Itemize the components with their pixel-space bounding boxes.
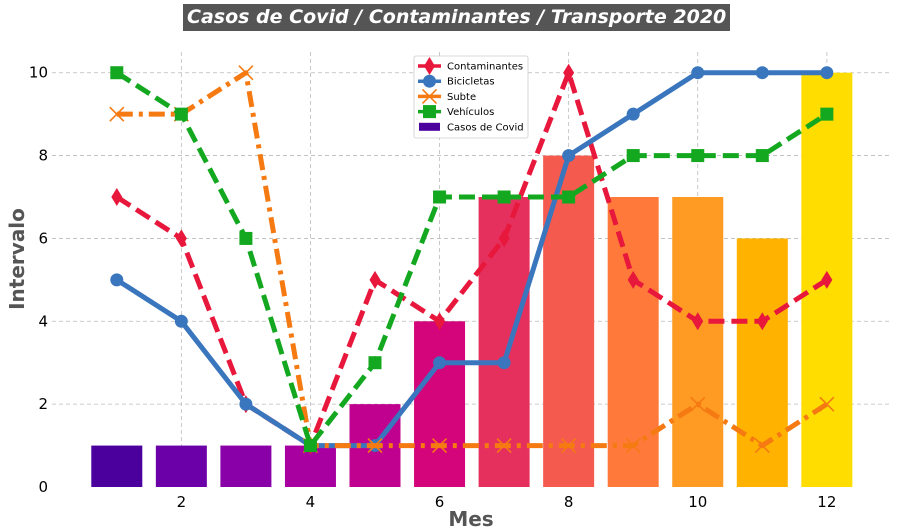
point xyxy=(626,149,640,163)
series-vehiculos xyxy=(110,66,834,453)
x-tick-label: 10 xyxy=(688,493,707,511)
x-tick-label: 6 xyxy=(435,493,445,511)
x-tick-label: 8 xyxy=(564,493,574,511)
series-line xyxy=(115,70,829,449)
point xyxy=(423,105,436,119)
point xyxy=(562,190,576,204)
point xyxy=(819,396,835,412)
point xyxy=(820,66,834,80)
x-tick-label: 2 xyxy=(177,493,187,511)
bar xyxy=(414,321,466,487)
x-axis-label: Mes xyxy=(448,507,493,530)
point xyxy=(369,270,381,289)
point xyxy=(110,66,124,80)
series-bicicletas xyxy=(110,66,834,453)
point xyxy=(755,149,769,163)
point xyxy=(423,74,436,88)
y-tick-label: 4 xyxy=(38,312,48,330)
point xyxy=(820,107,834,121)
point xyxy=(367,438,383,454)
y-tick-label: 8 xyxy=(38,147,48,165)
point xyxy=(421,88,438,104)
bar xyxy=(736,238,788,487)
x-tick-label: 4 xyxy=(306,493,316,511)
legend: Contaminantes Bicicletas Subte Vehículos Cas… xyxy=(413,55,529,139)
point xyxy=(562,149,576,163)
series-line xyxy=(116,70,829,449)
point xyxy=(627,270,639,289)
point xyxy=(434,312,446,331)
legend-item-subte: Subte xyxy=(418,88,476,104)
point xyxy=(496,438,512,454)
x-tick-label: 12 xyxy=(817,493,836,511)
bar xyxy=(607,197,659,487)
y-tick-label: 6 xyxy=(38,229,48,247)
point xyxy=(110,273,124,287)
y-tick-label: 2 xyxy=(38,395,48,413)
point xyxy=(497,190,511,204)
point xyxy=(238,65,254,81)
point xyxy=(431,438,448,454)
bar xyxy=(91,445,143,487)
point xyxy=(433,190,447,204)
point xyxy=(821,270,833,289)
point xyxy=(563,63,575,82)
y-tick-label: 0 xyxy=(38,478,48,496)
legend-item-bicicletas: Bicicletas xyxy=(418,74,495,88)
point xyxy=(691,66,705,80)
point xyxy=(174,314,188,328)
legend-label: Contaminantes xyxy=(447,62,523,73)
point xyxy=(368,356,382,370)
point xyxy=(756,312,768,331)
point xyxy=(626,107,640,121)
point xyxy=(239,397,253,411)
point xyxy=(174,107,188,121)
point xyxy=(175,229,187,248)
chart-title-box: Casos de Covid / Contaminantes / Transpo… xyxy=(183,4,731,31)
tick-labels: 2 4 6 8 10 12 0 2 4 6 8 10 xyxy=(29,64,836,511)
point xyxy=(111,188,123,206)
legend-label: Vehículos xyxy=(447,106,494,118)
series-lines xyxy=(109,63,835,455)
point xyxy=(625,438,641,454)
legend-item-contaminantes: Contaminantes xyxy=(418,57,523,75)
legend-swatch xyxy=(419,122,440,131)
legend-label: Subte xyxy=(447,92,476,103)
point xyxy=(754,438,770,454)
y-axis-label: Intervalo xyxy=(5,208,29,310)
series-line xyxy=(115,70,829,449)
legend-box xyxy=(413,55,529,139)
point xyxy=(303,439,317,453)
bar xyxy=(220,445,272,487)
bar xyxy=(672,197,724,487)
point xyxy=(691,149,705,163)
point xyxy=(109,106,125,122)
legend-label: Bicicletas xyxy=(447,77,495,88)
point xyxy=(498,229,510,248)
legend-item-vehiculos: Vehículos xyxy=(418,105,494,119)
point xyxy=(433,356,447,370)
point xyxy=(239,231,253,245)
bar xyxy=(155,445,207,487)
y-tick-label: 10 xyxy=(29,64,48,82)
point xyxy=(690,396,706,412)
legend-item-casos-de-covid: Casos de Covid xyxy=(419,122,524,133)
chart-title: Casos de Covid / Contaminantes / Transpo… xyxy=(187,6,727,28)
point xyxy=(424,57,435,75)
series-line xyxy=(115,70,827,449)
point xyxy=(561,438,577,454)
point xyxy=(497,356,511,370)
bars xyxy=(91,72,853,488)
legend-label: Casos de Covid xyxy=(447,122,524,133)
point xyxy=(755,66,769,80)
point xyxy=(692,312,704,331)
